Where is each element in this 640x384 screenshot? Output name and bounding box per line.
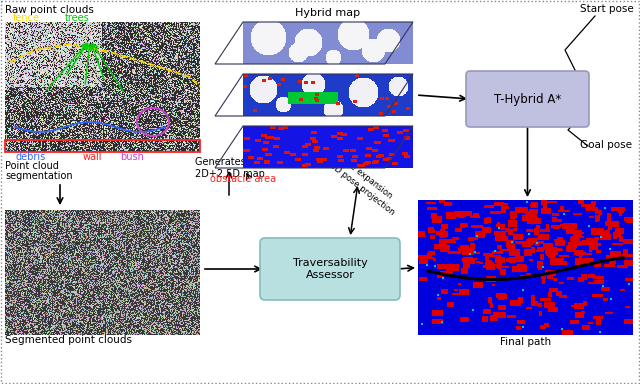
Text: Point cloud: Point cloud	[5, 161, 59, 171]
Text: Hybrid map: Hybrid map	[296, 8, 360, 18]
Text: Traversability
Assessor: Traversability Assessor	[292, 258, 367, 280]
FancyBboxPatch shape	[466, 71, 589, 127]
Text: T-Hybrid A*: T-Hybrid A*	[494, 93, 561, 106]
Text: trees: trees	[65, 13, 90, 23]
Bar	[5, 140, 200, 152]
Text: 2D pose expansion: 2D pose expansion	[324, 144, 394, 200]
Text: debris: debris	[15, 152, 45, 162]
Text: Goal pose: Goal pose	[580, 140, 632, 150]
Text: obstacle area: obstacle area	[210, 174, 276, 184]
Text: 3D pose projection: 3D pose projection	[328, 161, 396, 217]
Text: segmentation: segmentation	[5, 171, 72, 181]
Text: Generates  a
2D+2.5D map: Generates a 2D+2.5D map	[195, 157, 265, 179]
Text: bush: bush	[120, 152, 144, 162]
Text: wall: wall	[83, 152, 102, 162]
FancyBboxPatch shape	[260, 238, 400, 300]
Text: Final path: Final path	[500, 337, 551, 347]
Text: Raw point clouds: Raw point clouds	[5, 5, 94, 15]
Text: fence: fence	[13, 13, 40, 23]
Text: Start pose: Start pose	[580, 4, 634, 14]
Text: Segmented point clouds: Segmented point clouds	[5, 335, 132, 345]
